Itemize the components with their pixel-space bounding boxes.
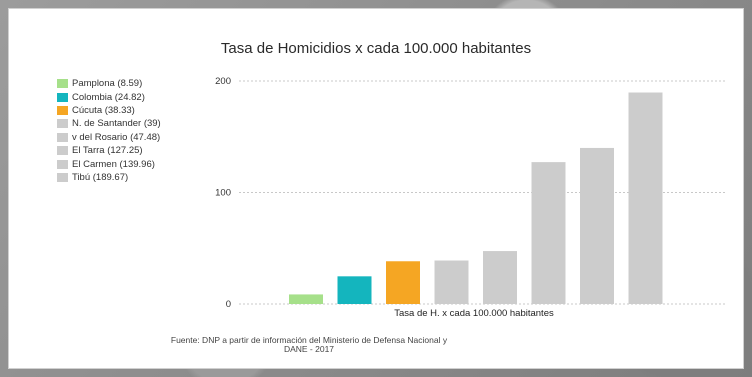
legend-label: El Carmen (139.96) [72,158,155,170]
y-tick-label: 200 [215,76,231,87]
chart-card: Tasa de Homicidios x cada 100.000 habita… [8,8,744,369]
bar-chart: 0 100 200 Tasa de H. x cada 100.000 habitan… [215,76,725,319]
legend-swatch [57,79,68,89]
bar-c-cuta [386,261,420,304]
chart-title: Tasa de Homicidios x cada 100.000 habita… [220,40,532,57]
legend-label: Colombia (24.82) [72,91,145,103]
legend-label: v del Rosario (47.48) [72,131,161,143]
legend-item: v del Rosario (47.48) [57,131,161,144]
legend-swatch [57,92,68,102]
legend-item: El Tarra (127.25) [57,144,161,157]
legend-swatch [57,146,68,156]
bar-el-carmen [580,147,614,304]
legend-swatch [57,172,68,182]
bar-n-de-santander [434,260,469,304]
chart-legend: Pamplona (8.59) Colombia (24.82) Cúcuta (3… [57,77,161,184]
legend-label: Tibú (189.67) [72,171,129,183]
bar-tib- [628,92,663,305]
legend-item: El Carmen (139.96) [57,157,161,170]
legend-item: Tibú (189.67) [57,171,161,184]
legend-label: N. de Santander (39) [72,118,161,130]
x-axis-label: Tasa de H. x cada 100.000 habitantes [394,308,554,319]
bar-v-del-rosario [483,251,517,304]
legend-label: Pamplona (8.59) [72,78,143,90]
bar-el-tarra [531,162,566,304]
legend-item: Colombia (24.82) [57,90,161,103]
legend-swatch [57,119,68,129]
legend-swatch [57,132,68,142]
legend-label: El Tarra (127.25) [72,145,143,157]
legend-label: Cúcuta (38.33) [72,104,135,116]
source-note: Fuente: DNP a partir de información del … [170,335,448,354]
legend-swatch [57,159,68,169]
legend-item: N. de Santander (39) [57,117,161,130]
bar-colombia [337,276,372,304]
legend-swatch [57,105,68,115]
bar-pamplona [289,294,323,304]
legend-item: Pamplona (8.59) [57,77,161,90]
y-tick-label: 0 [226,299,231,310]
y-tick-label: 100 [215,188,231,199]
legend-item: Cúcuta (38.33) [57,104,161,117]
